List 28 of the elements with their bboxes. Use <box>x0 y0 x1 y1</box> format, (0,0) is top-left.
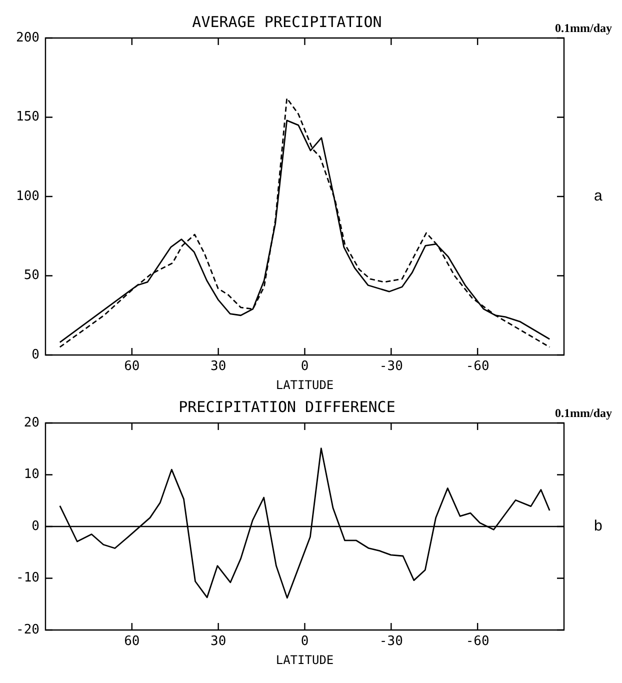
y-tick-label: 0 <box>32 518 40 534</box>
text: a <box>594 188 603 205</box>
y-tick-label: 20 <box>24 415 40 430</box>
text: b <box>594 518 602 535</box>
y-tick-label: 50 <box>24 268 40 284</box>
x-tick-label: 30 <box>210 359 226 374</box>
x-tick-label: 60 <box>124 359 140 374</box>
y-tick-label: 150 <box>16 110 40 125</box>
y-tick-label: -10 <box>16 570 40 586</box>
x-tick-label: 30 <box>210 634 226 650</box>
x-tick-label: 60 <box>124 634 140 650</box>
y-tick-label: 200 <box>16 30 40 46</box>
y-tick-label: -20 <box>16 622 40 638</box>
y-tick-label: 10 <box>24 467 40 482</box>
x-tick-label: -60 <box>466 359 490 374</box>
x-tick-label: 0 <box>300 359 309 374</box>
x-tick-label: -60 <box>466 634 490 650</box>
y-tick-label: 100 <box>16 188 40 204</box>
x-tick-label: -30 <box>379 359 403 374</box>
y-tick-label: 0 <box>32 347 40 362</box>
x-axis-title: LATITUDE <box>276 378 334 392</box>
chart-title: PRECIPITATION DIFFERENCE <box>178 398 396 416</box>
x-tick-label: -30 <box>379 634 403 650</box>
text: 0.1mm/day <box>555 21 612 36</box>
text: 0.1mm/day <box>555 406 612 420</box>
x-axis-title: LATITUDE <box>276 652 334 667</box>
chart-title: AVERAGE PRECIPITATION <box>192 12 382 31</box>
x-tick-label: 0 <box>300 634 309 650</box>
